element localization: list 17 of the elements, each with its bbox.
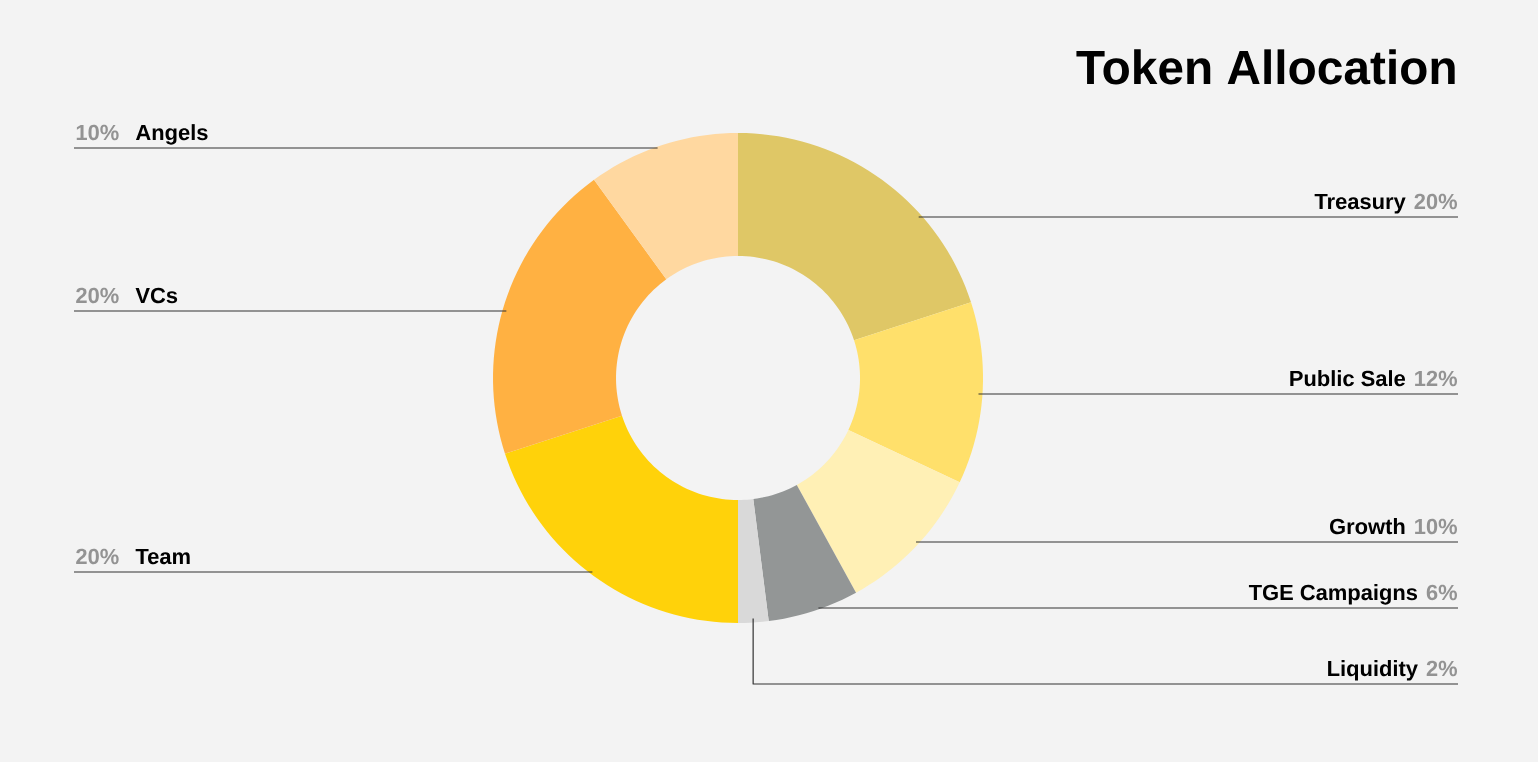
slice-label: VCs bbox=[135, 287, 178, 304]
data-label: 6% bbox=[1426, 584, 1458, 601]
slice-label: Team bbox=[135, 548, 190, 565]
slice-label: Public Sale bbox=[1290, 370, 1406, 387]
data-label: 12% bbox=[1415, 370, 1458, 387]
slice-label: Growth bbox=[1329, 518, 1405, 535]
data-label: 10% bbox=[1415, 518, 1458, 535]
data-label: 10% bbox=[76, 124, 119, 141]
slice-label: Liquidity bbox=[1328, 660, 1418, 681]
data-label: 20% bbox=[76, 548, 119, 565]
data-label: 2% bbox=[1426, 660, 1458, 677]
data-label: 20% bbox=[1414, 193, 1458, 210]
slice-label: TGE Campaigns bbox=[1248, 584, 1418, 605]
slice-label: Angels bbox=[135, 124, 208, 145]
data-label: 20% bbox=[76, 287, 119, 304]
chart-title: Token Allocation bbox=[1076, 49, 1455, 85]
slice-label: Treasury bbox=[1314, 193, 1406, 214]
